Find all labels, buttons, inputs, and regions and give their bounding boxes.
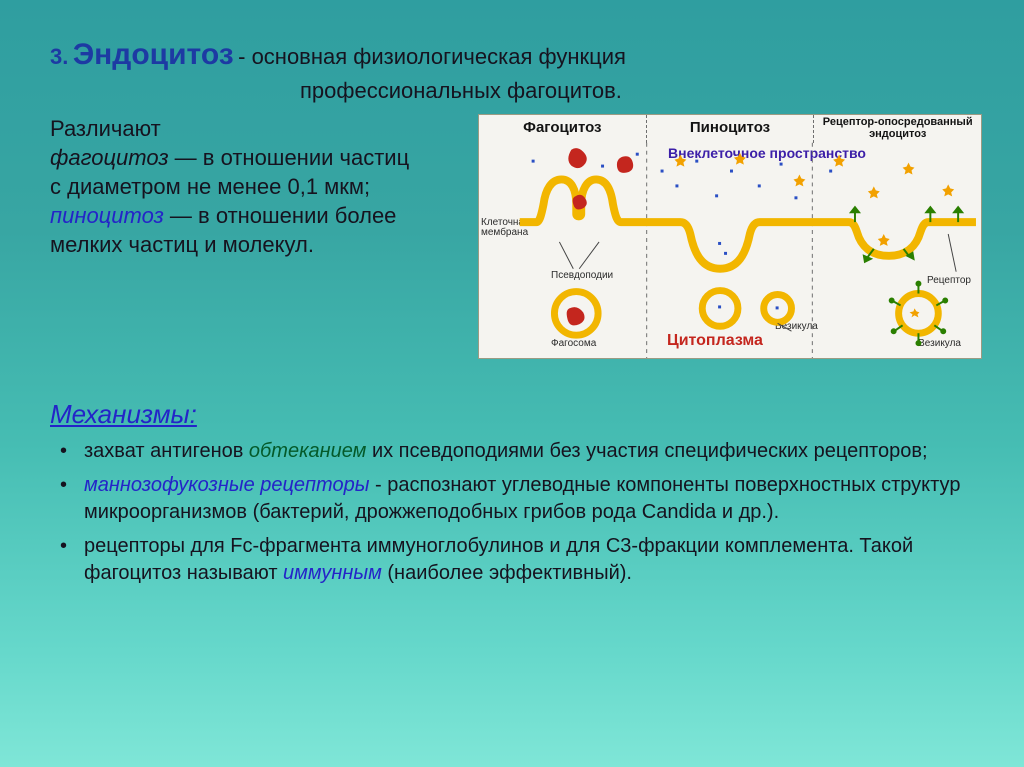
- mech-accent: маннозофукозные рецепторы: [84, 474, 369, 496]
- title-desc: - основная физиологическая функция: [238, 44, 626, 69]
- mech-accent: иммунным: [283, 562, 382, 584]
- list-item: рецепторы для Fc-фрагмента иммуноглобули…: [50, 533, 982, 586]
- def-term1: фагоцитоз: [50, 145, 169, 170]
- list-item: маннозофукозные рецепторы - распознают у…: [50, 472, 982, 525]
- def-term2: пиноцитоз: [50, 203, 164, 228]
- def-l1: Различают: [50, 114, 468, 143]
- def-l3: с диаметром не менее 0,1 мкм;: [50, 172, 468, 201]
- def-l2b: — в отношении частиц: [169, 145, 410, 170]
- definition-block: Различают фагоцитоз — в отношении частиц…: [50, 114, 468, 359]
- mechanisms-list: захват антигенов обтеканием их псевдопод…: [50, 438, 982, 586]
- diagram-svg: [479, 115, 981, 358]
- list-item: захват антигенов обтеканием их псевдопод…: [50, 438, 982, 464]
- title-topic: Эндоцитоз: [73, 38, 234, 71]
- title-subtitle: профессиональных фагоцитов.: [300, 78, 982, 104]
- mech-pre: захват антигенов: [84, 440, 249, 462]
- def-l5: мелких частиц и молекул.: [50, 230, 468, 259]
- endocytosis-diagram: Фагоцитоз Пиноцитоз Рецептор-опосредован…: [478, 114, 982, 359]
- mech-post: (наиболее эффективный).: [382, 562, 632, 584]
- title-number: 3.: [50, 44, 68, 69]
- mech-post: их псевдоподиями без участия специфическ…: [366, 440, 927, 462]
- def-l4b: — в отношении более: [164, 203, 397, 228]
- mechanisms-header: Механизмы:: [50, 399, 982, 430]
- mech-accent: обтеканием: [249, 440, 366, 462]
